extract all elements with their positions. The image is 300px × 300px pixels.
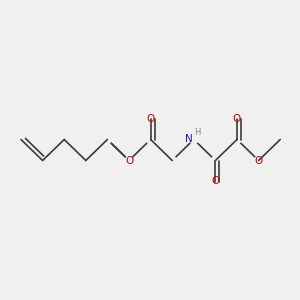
Text: O: O: [233, 113, 241, 124]
Text: O: O: [211, 176, 220, 187]
Text: O: O: [125, 155, 133, 166]
Text: O: O: [146, 113, 155, 124]
Text: O: O: [254, 155, 263, 166]
Text: N: N: [184, 134, 192, 145]
Text: H: H: [194, 128, 200, 137]
